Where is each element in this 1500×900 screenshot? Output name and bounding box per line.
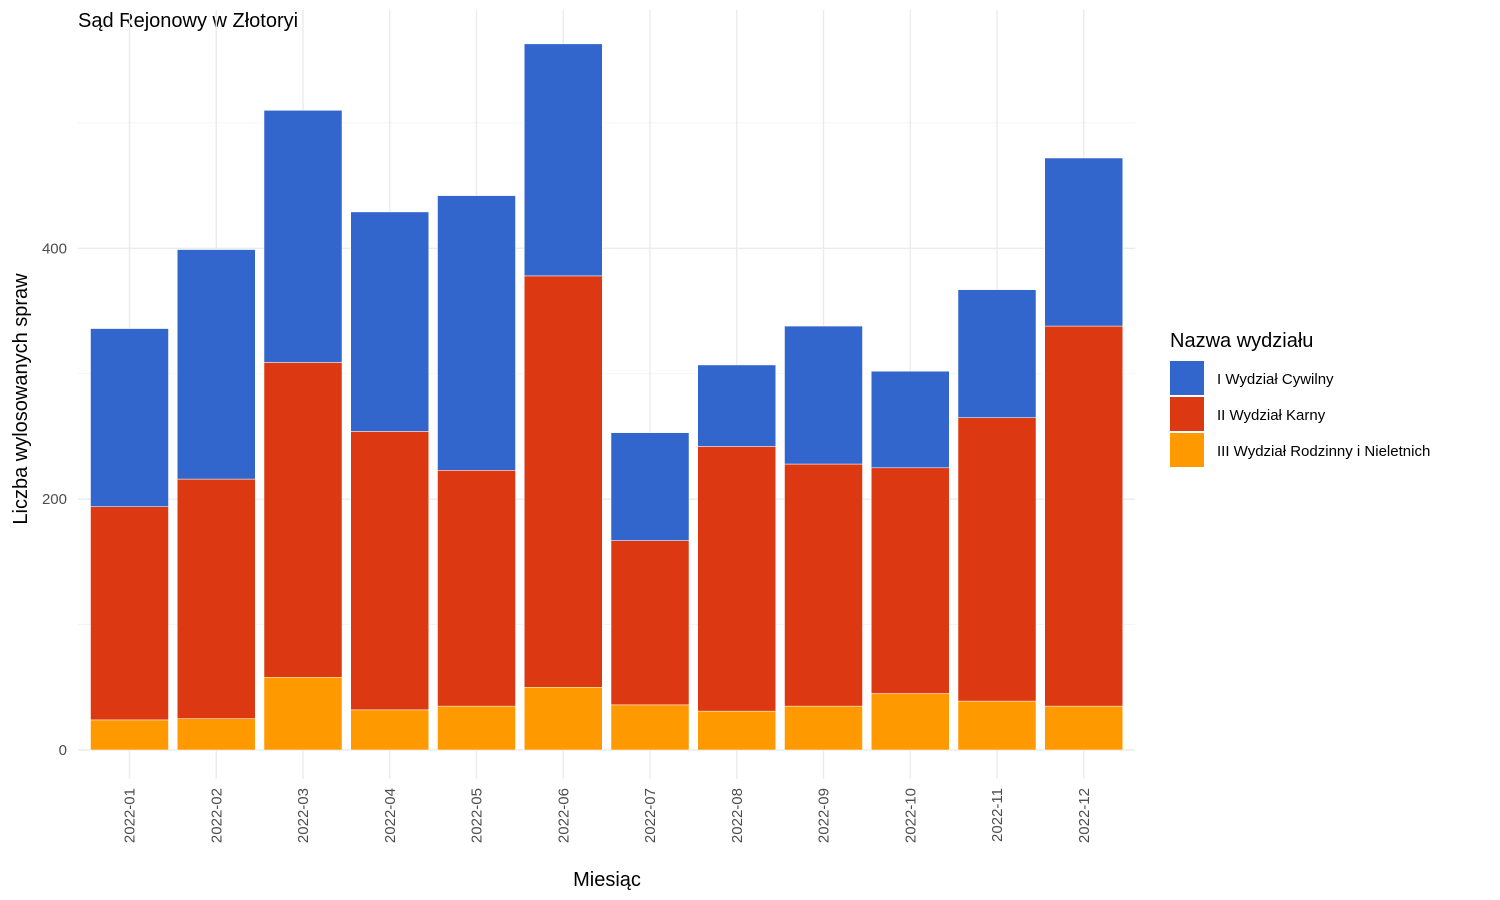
bar-2022-02-series-3 — [177, 249, 256, 480]
x-tick-label: 2022-05 — [469, 788, 486, 843]
bar-2022-05-series-3 — [437, 195, 516, 471]
legend: Nazwa wydziału I Wydział Cywilny II Wydzi… — [1170, 330, 1430, 467]
bar-2022-12-series-2 — [1044, 325, 1123, 707]
bar-2022-05-series-1 — [437, 705, 516, 751]
bar-2022-05-series-2 — [437, 470, 516, 707]
bar-2022-07-series-3 — [610, 432, 690, 541]
bar-2022-06-series-2 — [524, 275, 603, 688]
bar-2022-09-series-2 — [784, 463, 863, 707]
bars-layer — [90, 43, 1123, 751]
bar-2022-12-series-1 — [1044, 705, 1123, 751]
y-tick-label: 400 — [42, 240, 67, 257]
bar-2022-02-series-1 — [177, 718, 256, 751]
bar-2022-08-series-1 — [697, 710, 776, 751]
bar-2022-11-series-1 — [957, 700, 1037, 751]
bar-2022-07-series-1 — [610, 704, 690, 751]
bar-2022-07-series-2 — [610, 540, 690, 706]
bar-2022-03-series-1 — [263, 677, 343, 751]
x-tick-label: 2022-06 — [555, 788, 572, 843]
legend-label: II Wydział Karny — [1217, 407, 1326, 424]
x-axis-ticks: 2022-01 2022-02 2022-03 2022-04 2022-05 2022-… — [122, 788, 1093, 843]
bar-2022-04-series-2 — [350, 431, 429, 711]
bar-2022-11-series-3 — [957, 289, 1037, 418]
bar-2022-12-series-3 — [1044, 157, 1123, 327]
bar-2022-10-series-3 — [871, 370, 950, 469]
x-tick-label: 2022-02 — [208, 788, 225, 843]
legend-swatch — [1170, 397, 1204, 431]
bar-2022-01-series-2 — [90, 506, 169, 721]
x-tick-label: 2022-04 — [382, 788, 399, 843]
bar-2022-08-series-2 — [697, 446, 776, 712]
bar-2022-01-series-3 — [90, 328, 169, 507]
bar-2022-10-series-1 — [871, 693, 950, 751]
legend-title: Nazwa wydziału — [1170, 330, 1313, 352]
legend-swatch — [1170, 361, 1204, 395]
bar-2022-04-series-1 — [350, 709, 429, 751]
bar-2022-08-series-3 — [697, 364, 776, 447]
y-axis-ticks: 0 200 400 — [42, 240, 67, 759]
bar-2022-03-series-3 — [263, 110, 343, 363]
bar-2022-02-series-2 — [177, 478, 256, 719]
bar-2022-01-series-1 — [90, 719, 169, 751]
x-tick-label: 2022-07 — [642, 788, 659, 843]
y-tick-label: 200 — [42, 491, 67, 508]
legend-label: III Wydział Rodzinny i Nieletnich — [1217, 443, 1430, 460]
y-axis-title: Liczba wylosowanych spraw — [10, 273, 32, 525]
legend-swatch — [1170, 433, 1204, 467]
bar-2022-03-series-2 — [263, 362, 343, 678]
bar-2022-11-series-2 — [957, 417, 1037, 702]
x-tick-label: 2022-09 — [816, 788, 833, 843]
x-tick-label: 2022-03 — [295, 788, 312, 843]
bar-2022-06-series-1 — [524, 687, 603, 751]
x-tick-label: 2022-08 — [729, 788, 746, 843]
bar-2022-06-series-3 — [524, 43, 603, 277]
x-tick-label: 2022-12 — [1076, 788, 1093, 843]
x-tick-label: 2022-01 — [122, 788, 139, 843]
chart-title: Sąd Rejonowy w Złotoryi — [78, 10, 298, 32]
bar-2022-09-series-1 — [784, 705, 863, 751]
bar-2022-09-series-3 — [784, 325, 863, 465]
x-axis-title: Miesiąc — [573, 869, 641, 891]
bar-2022-10-series-2 — [871, 467, 950, 694]
y-tick-label: 0 — [59, 742, 67, 759]
legend-label: I Wydział Cywilny — [1217, 371, 1334, 388]
bar-2022-04-series-3 — [350, 211, 429, 432]
x-tick-label: 2022-10 — [902, 788, 919, 843]
x-tick-label: 2022-11 — [989, 788, 1006, 842]
